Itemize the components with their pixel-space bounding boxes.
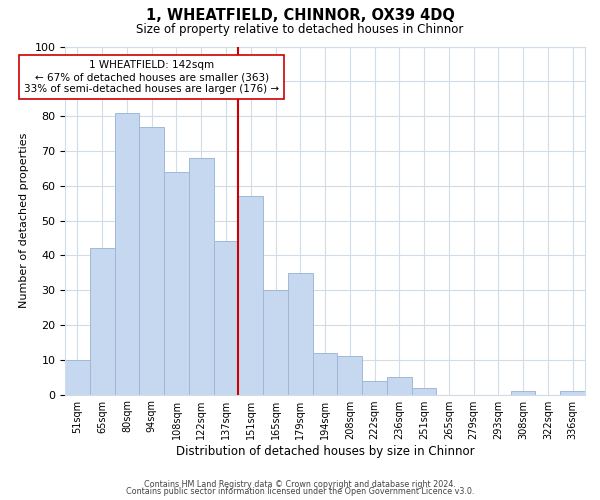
Text: Contains HM Land Registry data © Crown copyright and database right 2024.: Contains HM Land Registry data © Crown c… [144, 480, 456, 489]
Bar [313, 353, 337, 395]
Bar [139, 126, 164, 394]
Bar [288, 273, 313, 394]
Bar [65, 360, 90, 394]
X-axis label: Distribution of detached houses by size in Chinnor: Distribution of detached houses by size … [176, 444, 475, 458]
Bar [238, 196, 263, 394]
Bar [189, 158, 214, 394]
Text: 1 WHEATFIELD: 142sqm
← 67% of detached houses are smaller (363)
33% of semi-deta: 1 WHEATFIELD: 142sqm ← 67% of detached h… [24, 60, 279, 94]
Text: Contains public sector information licensed under the Open Government Licence v3: Contains public sector information licen… [126, 487, 474, 496]
Bar [164, 172, 189, 394]
Text: Size of property relative to detached houses in Chinnor: Size of property relative to detached ho… [136, 22, 464, 36]
Bar [263, 290, 288, 395]
Bar [362, 380, 387, 394]
Text: 1, WHEATFIELD, CHINNOR, OX39 4DQ: 1, WHEATFIELD, CHINNOR, OX39 4DQ [146, 8, 454, 22]
Bar [387, 377, 412, 394]
Bar [560, 391, 585, 394]
Bar [511, 391, 535, 394]
Bar [412, 388, 436, 394]
Bar [214, 242, 238, 394]
Bar [337, 356, 362, 395]
Bar [115, 112, 139, 394]
Y-axis label: Number of detached properties: Number of detached properties [19, 133, 29, 308]
Bar [90, 248, 115, 394]
